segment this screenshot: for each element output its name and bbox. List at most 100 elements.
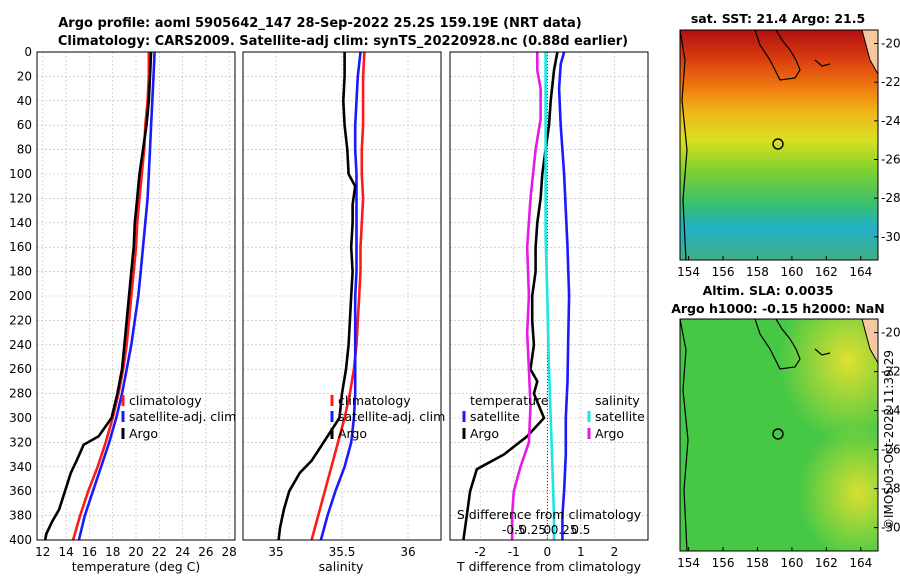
legend-climatology-label-s: climatology	[338, 393, 411, 408]
sla-landmass-corner	[861, 319, 878, 365]
x-tick-label: 35	[268, 545, 283, 559]
y-tick-label: 0	[24, 45, 32, 59]
salinity-panel: 35 35.5 36 salinity climatology satellite-…	[242, 51, 445, 574]
difference-axes-frame	[449, 51, 649, 541]
sla-map-frame	[679, 318, 879, 552]
temperature-ticks: 0 20 40 60 80 100 120 140 160 180 200 220 240 260 280 3…	[9, 45, 237, 559]
sla-field-high-south	[680, 319, 878, 551]
x-tick-label: 36	[400, 545, 415, 559]
y-tick-label: 200	[9, 289, 32, 303]
sst-coastline-island	[754, 30, 801, 81]
series-climatology	[310, 51, 366, 541]
y-tick-label: 260	[9, 362, 32, 376]
temperature-grid	[37, 51, 235, 541]
x-tick-label: 20	[128, 545, 143, 559]
sst-map-frame	[679, 29, 879, 261]
map-y-tick-label: -30	[881, 521, 900, 535]
x-tick-label: 2	[611, 545, 619, 559]
map-x-tick-label: 162	[815, 265, 838, 279]
y-tick-label: 280	[9, 387, 32, 401]
salinity-diff-tick-label: 0.5	[571, 523, 590, 537]
map-y-tick-label: -28	[881, 482, 900, 496]
x-tick-label: 28	[222, 545, 237, 559]
y-tick-label: 300	[9, 411, 32, 425]
series-temperature-satellite	[557, 51, 571, 540]
salinity-series	[277, 51, 366, 541]
series-salinity-argo	[510, 52, 542, 540]
salinity-grid	[243, 51, 441, 541]
series-satellite-adj-clim	[77, 51, 156, 541]
sla-argo-marker	[772, 428, 784, 440]
y-tick-label: 40	[17, 94, 32, 108]
sla-coastline-islet	[814, 348, 831, 356]
legend-salinity-title: salinity	[595, 393, 640, 408]
sst-field	[680, 30, 878, 260]
map-x-tick-label: 164	[849, 265, 872, 279]
y-tick-label: 340	[9, 460, 32, 474]
y-tick-label: 240	[9, 338, 32, 352]
map-y-tick-label: -20	[881, 326, 900, 340]
y-tick-label: 100	[9, 167, 32, 181]
main-title-line2: Climatology: CARS2009. Satellite-adj cli…	[58, 34, 628, 49]
x-tick-label: -1	[508, 545, 520, 559]
temperature-axes-frame	[36, 51, 236, 541]
y-tick-label: 60	[17, 118, 32, 132]
y-tick-label: 80	[17, 143, 32, 157]
x-tick-label: 26	[198, 545, 213, 559]
map-y-tick-label: -22	[881, 75, 900, 89]
map-y-tick-label: -20	[881, 37, 900, 51]
map-y-tick-label: -24	[881, 114, 900, 128]
x-tick-label: 12	[35, 545, 50, 559]
salinity-diff-tick-label: 0	[544, 523, 552, 537]
map-x-tick-label: 162	[815, 556, 838, 570]
x-tick-label: 35.5	[329, 545, 356, 559]
timestamp: ©IMOS 03-Oct-2022 11:39:29	[882, 350, 896, 530]
x-tick-label: 16	[82, 545, 97, 559]
legend-satellite-label: satellite-adj. clim	[129, 409, 236, 424]
salinity-xlabel: salinity	[319, 559, 364, 574]
map-x-tick-label: 164	[849, 556, 872, 570]
salinity-diff-tick-label: -0.25	[515, 523, 546, 537]
y-tick-label: 220	[9, 313, 32, 327]
y-tick-label: 20	[17, 69, 32, 83]
salinity-axes-frame	[242, 51, 442, 541]
legend-t-argo-label: Argo	[470, 426, 499, 441]
sst-landmass-corner	[861, 30, 878, 76]
sla-map-title: Altim. SLA: 0.0035	[703, 283, 834, 298]
y-tick-label: 160	[9, 240, 32, 254]
map-y-tick-label: -26	[881, 443, 900, 457]
difference-ticks: -2 -1 0 1 2-0.5-0.250 0.250.5	[474, 523, 618, 559]
legend-climatology-label: climatology	[129, 393, 202, 408]
map-x-tick-label: 154	[677, 556, 700, 570]
x-tick-label: 14	[58, 545, 73, 559]
salinity-ticks: 35 35.5 36	[268, 545, 415, 559]
difference-legend: temperature satellite Argo salinity sate…	[462, 393, 645, 441]
series-salinity-satellite	[544, 52, 556, 540]
map-x-tick-label: 154	[677, 265, 700, 279]
x-tick-label: 0	[544, 545, 552, 559]
sst-map-title: sat. SST: 21.4 Argo: 21.5	[691, 11, 865, 26]
sst-map: sat. SST: 21.4 Argo: 21.5 154 156 158 160 16…	[677, 11, 900, 279]
sst-map-ticks: 154 156 158 160 162 164 -20 -22 -24 -26 -28 -30	[677, 37, 900, 279]
sst-coastline-islet	[814, 59, 831, 67]
difference-panel: -2 -1 0 1 2-0.5-0.250 0.250.5 T difference fr…	[449, 51, 649, 574]
temperature-legend: climatology satellite-adj. clim Argo	[121, 393, 236, 441]
legend-argo-label: Argo	[129, 426, 158, 441]
sst-argo-marker	[772, 138, 784, 150]
difference-series	[462, 51, 571, 541]
sla-map-ticks: 154 156 158 160 162 164 -20 -22 -24 -26 -28 -30	[677, 326, 900, 570]
sla-map-title2: Argo h1000: -0.15 h2000: NaN	[671, 301, 885, 316]
sla-coastline-island	[754, 319, 801, 370]
temperature-panel: 0 20 40 60 80 100 120 140 160 180 200 220 240 260 280 3…	[9, 45, 237, 574]
map-x-tick-label: 158	[746, 265, 769, 279]
map-y-tick-label: -26	[881, 152, 900, 166]
map-x-tick-label: 160	[780, 265, 803, 279]
y-tick-label: 180	[9, 265, 32, 279]
temperature-xlabel: temperature (deg C)	[72, 559, 201, 574]
salinity-diff-tick-label: 0.25	[551, 523, 578, 537]
map-y-tick-label: -28	[881, 191, 900, 205]
map-x-tick-label: 156	[712, 556, 735, 570]
sla-coastline-australia	[680, 319, 689, 551]
salinity-legend: climatology satellite-adj. clim Argo	[330, 393, 445, 441]
